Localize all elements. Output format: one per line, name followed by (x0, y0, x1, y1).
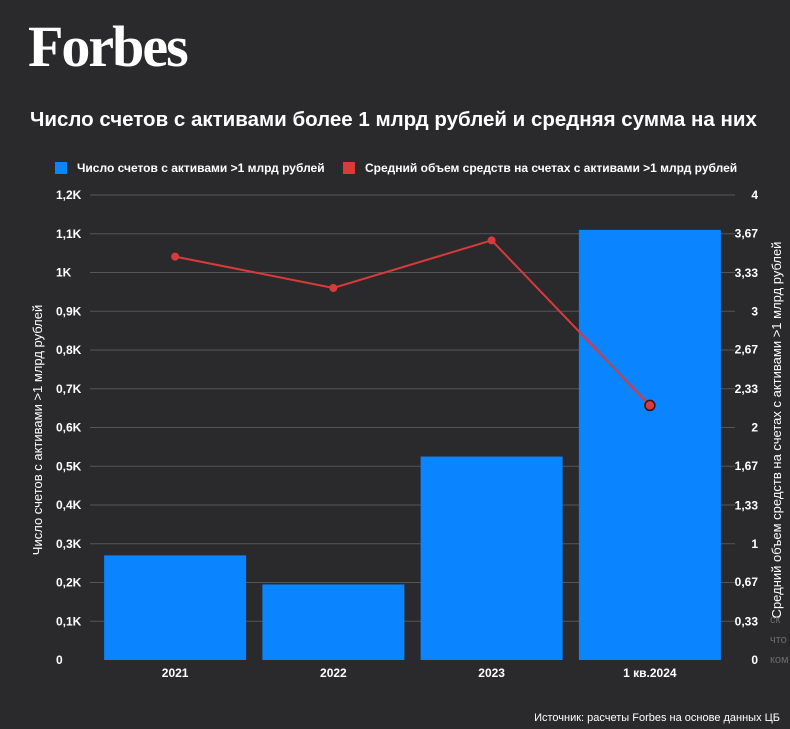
y-left-tick-label: 0,1K (56, 614, 82, 628)
source-note: Источник: расчеты Forbes на основе данны… (534, 712, 780, 724)
y-right-tick-label: 1 (751, 537, 758, 551)
line-series (174, 239, 651, 407)
y-left-tick-label: 1,2K (56, 188, 82, 202)
edge-fragment-3: ком (770, 654, 789, 666)
y-right-tick-label: 3,33 (735, 266, 759, 280)
y-left-tick-label: 1,1K (56, 227, 82, 241)
y-right-tick-label: 0,67 (735, 575, 759, 589)
y-left-tick-label: 0,3K (56, 537, 82, 551)
legend-label-bars: Число счетов с активами >1 млрд рублей (77, 161, 325, 175)
line-point (644, 399, 656, 412)
y-right-tick-label: 2,67 (735, 343, 759, 357)
y-right-tick-label: 1,67 (735, 459, 759, 473)
legend-item-bars: Число счетов с активами >1 млрд рублей (55, 160, 325, 176)
chart-title: Число счетов с активами более 1 млрд руб… (30, 108, 757, 131)
y-left-tick-label: 1K (56, 266, 72, 280)
x-tick-label: 2023 (478, 666, 505, 680)
edge-fragment-2: что (770, 634, 787, 646)
y-left-tick-label: 0,9K (56, 304, 82, 318)
y-right-tick-label: 4 (751, 188, 758, 202)
y-axis-left-label: Число счетов с активами >1 млрд рублей (30, 305, 45, 555)
y-left-tick-label: 0,5K (56, 459, 82, 473)
y-right-tick-label: 3 (751, 304, 758, 318)
y-right-tick-label: 3,67 (735, 226, 759, 240)
y-left-tick-label: 0,7K (56, 382, 82, 396)
bar (578, 229, 721, 660)
x-tick-label: 2021 (162, 666, 189, 680)
y-right-tick-label: 1,33 (735, 498, 759, 512)
legend-swatch-line (343, 162, 355, 174)
legend-item-line: Средний объем средств на счетах с актива… (343, 160, 737, 176)
legend-swatch-bars (55, 162, 67, 174)
x-tick-label: 2022 (320, 666, 347, 680)
edge-fragment-1: ск (770, 614, 781, 626)
y-right-tick-label: 0,33 (735, 615, 759, 629)
forbes-logo: Forbes (28, 14, 189, 79)
y-left-tick-label: 0,8K (56, 343, 82, 357)
y-left-tick-label: 0,2K (56, 576, 82, 590)
bar (420, 456, 563, 660)
line-point (171, 252, 180, 261)
legend-label-line: Средний объем средств на счетах с актива… (365, 161, 738, 175)
line-point (329, 284, 338, 292)
y-axis-right-label: Средний объем средств на счетах с актива… (769, 242, 784, 619)
x-tick-label: 1 кв.2024 (623, 666, 677, 680)
y-left-tick-label: 0 (56, 653, 63, 667)
bar (262, 584, 405, 660)
line-point (487, 236, 496, 245)
y-right-tick-label: 0 (751, 653, 758, 667)
y-left-tick-label: 0,6K (56, 421, 82, 435)
y-left-tick-label: 0,4K (56, 498, 82, 512)
y-right-tick-label: 2 (751, 421, 758, 435)
y-right-tick-label: 2,33 (735, 382, 759, 396)
bar (104, 555, 247, 660)
